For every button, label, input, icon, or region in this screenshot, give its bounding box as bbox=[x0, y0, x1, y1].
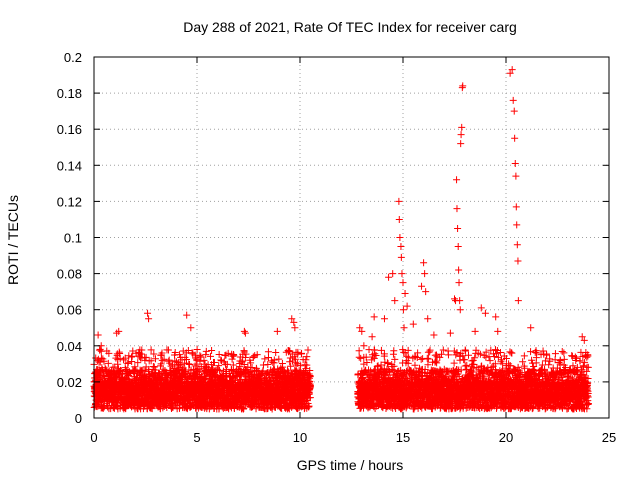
data-point bbox=[444, 351, 452, 359]
data-point bbox=[303, 361, 311, 369]
data-point bbox=[141, 367, 149, 375]
data-point bbox=[142, 353, 150, 361]
data-point bbox=[116, 349, 124, 357]
data-point bbox=[169, 403, 177, 411]
data-point bbox=[164, 346, 172, 354]
data-point bbox=[215, 351, 223, 359]
data-point bbox=[206, 352, 214, 360]
data-point bbox=[210, 358, 218, 366]
data-point bbox=[152, 366, 160, 374]
data-point bbox=[120, 356, 128, 364]
data-point bbox=[304, 346, 312, 354]
data-point bbox=[417, 355, 425, 363]
data-point bbox=[465, 351, 473, 359]
data-point bbox=[116, 355, 124, 363]
data-point bbox=[159, 365, 167, 373]
data-point bbox=[390, 347, 398, 355]
data-point bbox=[151, 355, 159, 363]
data-point bbox=[355, 347, 363, 355]
data-points bbox=[90, 66, 592, 413]
data-point bbox=[391, 355, 399, 363]
data-point bbox=[432, 357, 440, 365]
data-point bbox=[259, 361, 267, 369]
data-point bbox=[202, 347, 210, 355]
data-point bbox=[171, 348, 179, 356]
data-point bbox=[122, 405, 130, 413]
data-point bbox=[200, 356, 208, 364]
data-point bbox=[403, 352, 411, 360]
data-point bbox=[298, 349, 306, 357]
data-point bbox=[121, 354, 129, 362]
data-point bbox=[193, 345, 201, 353]
data-point bbox=[461, 362, 469, 370]
data-point bbox=[141, 356, 149, 364]
data-point bbox=[191, 362, 199, 370]
data-point bbox=[223, 360, 231, 368]
data-point bbox=[424, 355, 432, 363]
data-point bbox=[208, 347, 216, 355]
data-point bbox=[158, 349, 166, 357]
data-point bbox=[275, 355, 283, 363]
data-point bbox=[166, 359, 174, 367]
data-point bbox=[215, 362, 223, 370]
data-point bbox=[158, 356, 166, 364]
data-point bbox=[150, 350, 158, 358]
data-point bbox=[202, 351, 210, 359]
data-point bbox=[433, 359, 441, 367]
data-point bbox=[138, 346, 146, 354]
data-point bbox=[124, 358, 132, 366]
data-point bbox=[261, 355, 269, 363]
data-point bbox=[147, 346, 155, 354]
data-point bbox=[182, 356, 190, 364]
data-point bbox=[224, 349, 232, 357]
data-point bbox=[184, 347, 192, 355]
data-point bbox=[157, 360, 165, 368]
data-point bbox=[104, 403, 112, 411]
data-point bbox=[100, 357, 108, 365]
chart-title: Day 288 of 2021, Rate Of TEC Index for r… bbox=[183, 19, 517, 35]
data-point bbox=[134, 359, 142, 367]
data-point bbox=[423, 354, 431, 362]
data-point bbox=[216, 366, 224, 374]
data-point bbox=[105, 349, 113, 357]
data-point bbox=[357, 354, 365, 362]
data-point bbox=[186, 361, 194, 369]
data-point bbox=[160, 355, 168, 363]
data-point bbox=[193, 357, 201, 365]
data-point bbox=[197, 353, 205, 361]
data-point bbox=[176, 360, 184, 368]
data-point bbox=[175, 361, 183, 369]
data-point bbox=[185, 360, 193, 368]
data-point bbox=[104, 359, 112, 367]
data-point bbox=[128, 352, 136, 360]
data-point bbox=[171, 357, 179, 365]
data-point bbox=[360, 360, 368, 368]
data-point bbox=[384, 359, 392, 367]
data-point bbox=[272, 349, 280, 357]
data-point bbox=[131, 363, 139, 371]
data-point bbox=[167, 362, 175, 370]
data-point bbox=[147, 357, 155, 365]
data-point bbox=[96, 346, 104, 354]
data-point bbox=[196, 357, 204, 365]
data-point bbox=[411, 361, 419, 369]
data-point bbox=[439, 346, 447, 354]
